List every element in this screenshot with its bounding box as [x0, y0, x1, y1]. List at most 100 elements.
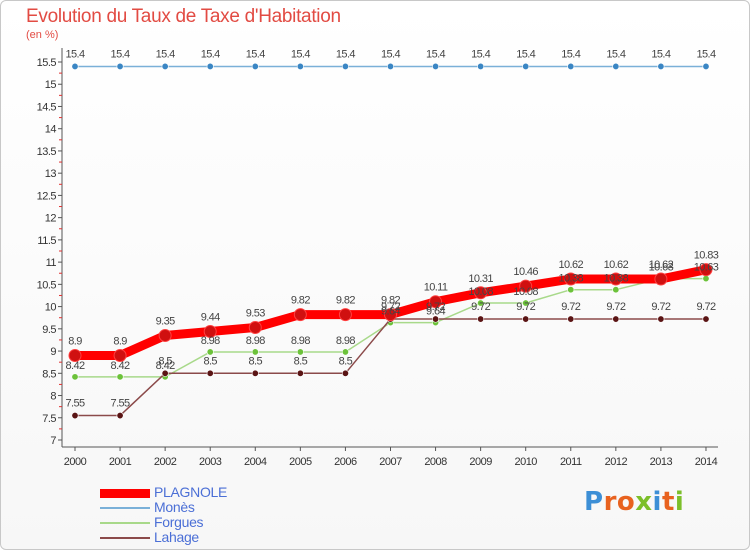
- data-point-mons: [206, 62, 214, 70]
- data-point-mons: [341, 62, 349, 70]
- data-label-lahage: 8.5: [158, 355, 172, 367]
- data-point-plagnole: [338, 308, 352, 322]
- y-tick-label: 12.5: [37, 190, 57, 202]
- x-tick-label: 2009: [469, 456, 492, 468]
- data-point-forgues: [296, 348, 304, 356]
- data-label-plagnole: 9.35: [156, 315, 175, 327]
- y-tick-label: 11: [46, 257, 57, 269]
- data-label-plagnole: 10.62: [649, 259, 674, 271]
- logo-letter: P: [584, 487, 604, 517]
- data-point-mons: [477, 62, 485, 70]
- y-tick-label: 9: [50, 346, 56, 358]
- data-label-mons: 15.4: [246, 48, 265, 60]
- data-label-plagnole: 10.31: [468, 273, 493, 285]
- y-tick-label: 8: [50, 391, 56, 403]
- data-label-forgues: 8.98: [246, 335, 265, 347]
- data-label-forgues: 9.64: [426, 306, 445, 318]
- data-label-plagnole: 8.9: [68, 336, 82, 348]
- data-point-lahage: [522, 315, 530, 323]
- data-point-mons: [612, 62, 620, 70]
- y-tick-label: 14: [45, 124, 57, 136]
- data-label-forgues: 8.42: [65, 360, 84, 372]
- data-point-mons: [161, 62, 169, 70]
- y-tick-label: 13: [45, 168, 57, 180]
- data-point-lahage: [702, 315, 710, 323]
- legend-swatch-mones: [100, 507, 150, 509]
- logo-letter: i: [652, 487, 662, 517]
- x-tick-label: 2008: [424, 456, 447, 468]
- data-label-mons: 15.4: [651, 48, 670, 60]
- data-point-lahage: [567, 315, 575, 323]
- data-point-lahage: [206, 369, 214, 377]
- data-label-plagnole: 10.62: [559, 259, 584, 271]
- data-label-forgues: 10.08: [513, 286, 538, 298]
- data-point-forgues: [702, 275, 710, 283]
- data-point-lahage: [161, 369, 169, 377]
- data-label-mons: 15.4: [561, 48, 580, 60]
- data-point-forgues: [522, 299, 530, 307]
- data-point-plagnole: [248, 320, 262, 334]
- data-point-plagnole: [293, 308, 307, 322]
- data-label-mons: 15.4: [426, 48, 445, 60]
- y-tick-label: 10: [45, 302, 57, 314]
- x-tick-label: 2004: [244, 456, 267, 468]
- data-label-mons: 15.4: [381, 48, 400, 60]
- x-tick-label: 2000: [64, 456, 87, 468]
- y-tick-label: 14.5: [37, 101, 57, 113]
- y-tick-label: 13.5: [37, 146, 57, 158]
- legend-item-lahage: Lahage: [100, 529, 320, 545]
- legend-item-plagnole: PLAGNOLE: [100, 484, 320, 500]
- legend-label-lahage: Lahage: [154, 529, 199, 545]
- y-axis-unit: (en %): [26, 29, 59, 41]
- data-point-lahage: [477, 315, 485, 323]
- legend-swatch-plagnole: [100, 489, 150, 498]
- legend-item-forgues: Forgues: [100, 514, 320, 530]
- data-point-lahage: [432, 315, 440, 323]
- data-point-plagnole: [68, 349, 82, 363]
- data-point-forgues: [206, 348, 214, 356]
- data-label-plagnole: 9.82: [336, 295, 355, 307]
- data-point-plagnole: [564, 272, 578, 286]
- data-label-plagnole: 10.62: [604, 259, 629, 271]
- data-point-forgues: [612, 286, 620, 294]
- x-tick-label: 2010: [514, 456, 537, 468]
- data-point-plagnole: [203, 324, 217, 338]
- data-label-plagnole: 10.83: [694, 250, 719, 262]
- data-label-lahage: 7.55: [111, 398, 130, 410]
- data-point-plagnole: [429, 295, 443, 309]
- data-point-forgues: [477, 299, 485, 307]
- x-tick-label: 2002: [154, 456, 177, 468]
- data-label-plagnole: 10.46: [513, 266, 538, 278]
- data-label-forgues: 9.64: [381, 306, 400, 318]
- data-point-forgues: [116, 373, 124, 381]
- data-point-lahage: [341, 369, 349, 377]
- y-tick-label: 7.5: [42, 413, 56, 425]
- proxiti-logo: Proxiti: [584, 487, 684, 517]
- data-label-forgues: 8.98: [291, 335, 310, 347]
- logo-letter: x: [635, 487, 653, 517]
- data-label-lahage: 9.72: [696, 301, 715, 313]
- data-label-forgues: 8.42: [111, 360, 130, 372]
- data-label-lahage: 9.72: [651, 301, 670, 313]
- legend-item-mones: Monès: [100, 499, 320, 515]
- data-label-forgues: 10.38: [604, 273, 629, 285]
- y-tick-label: 11.5: [37, 235, 56, 247]
- data-label-lahage: 9.72: [516, 301, 535, 313]
- data-label-mons: 15.4: [291, 48, 310, 60]
- data-point-mons: [116, 62, 124, 70]
- data-label-mons: 15.4: [156, 48, 175, 60]
- data-label-lahage: 9.72: [471, 301, 490, 313]
- data-point-plagnole: [654, 272, 668, 286]
- data-point-mons: [432, 62, 440, 70]
- x-tick-label: 2006: [334, 456, 357, 468]
- data-label-lahage: 9.72: [606, 301, 625, 313]
- data-point-plagnole: [383, 308, 397, 322]
- data-point-forgues: [341, 348, 349, 356]
- data-label-lahage: 9.72: [426, 301, 445, 313]
- data-point-forgues: [251, 348, 259, 356]
- x-tick-label: 2012: [605, 456, 628, 468]
- data-label-lahage: 9.72: [381, 301, 400, 313]
- y-tick-label: 7: [50, 435, 56, 447]
- data-label-plagnole: 9.44: [201, 311, 220, 323]
- data-label-lahage: 8.5: [339, 355, 353, 367]
